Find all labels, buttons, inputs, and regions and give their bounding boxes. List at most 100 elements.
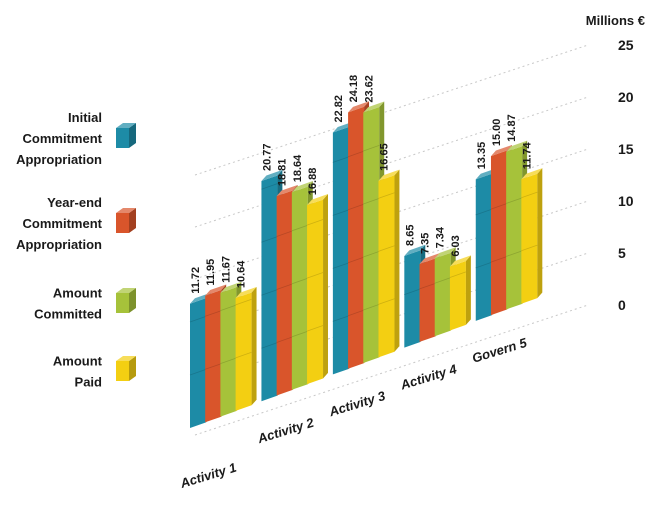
legend-swatch [116, 128, 129, 148]
bar-top [276, 184, 298, 197]
bar-segment [235, 351, 252, 359]
bar-segment [404, 288, 421, 296]
data-label: 14.87 [506, 114, 518, 142]
category-label: Activity 3 [326, 388, 387, 420]
bar-front [220, 287, 237, 417]
bar-front [363, 107, 380, 364]
bar-front [434, 252, 451, 337]
bar-segment [475, 261, 492, 269]
bar-side [323, 194, 328, 379]
bar-segment [306, 219, 324, 226]
y-tick-label: 25 [618, 37, 634, 53]
y-tick-label: 5 [618, 245, 626, 261]
bars: 11.72 11.95 11.67 10.64 20.77 18.81 18.64 16.88… [189, 75, 543, 428]
legend-swatch [116, 293, 129, 313]
legend-label: Amount [53, 286, 103, 301]
bar-segment [363, 251, 380, 258]
bar-front [521, 173, 538, 304]
data-label: 11.95 [205, 259, 217, 286]
data-label: 10.64 [236, 260, 248, 288]
bar-segment [347, 256, 365, 264]
legend-label: Paid [75, 375, 103, 390]
bar-top [490, 144, 512, 157]
bar-segment [490, 203, 508, 210]
data-label: 6.03 [450, 235, 462, 256]
bar-top [434, 247, 456, 259]
legend-label: Initial [68, 110, 102, 125]
bar-top [235, 286, 257, 299]
legend-swatch-top [116, 288, 136, 293]
bar [306, 194, 328, 385]
bar-segment [261, 183, 278, 190]
data-label: 8.65 [404, 225, 416, 246]
bar-top [205, 284, 227, 296]
bar-segment [475, 208, 492, 216]
unit-label: Millions € [586, 13, 645, 28]
data-label: 7.35 [420, 233, 432, 254]
legend-label: Appropriation [16, 152, 102, 167]
bar-segment [205, 310, 222, 317]
bar-side [251, 286, 257, 406]
data-label: 11.67 [220, 256, 232, 283]
data-label: 20.77 [261, 144, 273, 172]
data-label: 18.81 [277, 159, 289, 187]
bar-segment [521, 244, 538, 252]
legend-label: Commitment [23, 131, 103, 146]
bar-front [307, 199, 324, 385]
bar-segment [521, 191, 538, 199]
bar-segment [291, 224, 308, 232]
bar-segment [306, 272, 324, 279]
data-label: 24.18 [348, 75, 360, 103]
legend-swatch-side [129, 123, 136, 148]
bar-front [205, 290, 222, 423]
data-label: 15.00 [491, 119, 503, 147]
legend-label: Amount [53, 354, 103, 369]
bar-top [348, 101, 370, 113]
bar-front [235, 292, 252, 411]
legend-swatch [116, 361, 129, 381]
bar-segment [347, 203, 365, 211]
bar-segment [205, 363, 222, 370]
bar-segment [347, 309, 365, 317]
bar-front [332, 126, 349, 375]
bar-top [449, 255, 471, 267]
grid-line [194, 44, 589, 176]
category-label: Activity 4 [398, 361, 459, 393]
y-axis-ticks: 0 5 10 15 20 25 [618, 37, 634, 313]
bar-side [465, 255, 471, 325]
bar-segment [347, 150, 365, 158]
bar-segment [363, 198, 380, 205]
bar-front [190, 298, 206, 428]
bar-segment [332, 315, 350, 322]
bar-segment [276, 283, 293, 290]
bar-segment [235, 298, 252, 306]
y-tick-label: 20 [618, 89, 634, 105]
bar-segment [419, 282, 436, 290]
data-label: 23.62 [363, 75, 375, 103]
legend-swatch-side [129, 208, 136, 233]
bar-segment [291, 277, 308, 285]
legend-label: Appropriation [16, 237, 102, 252]
bar-segment [220, 304, 237, 311]
bar-segment [261, 289, 278, 296]
bar-segment [332, 156, 350, 163]
bar-top [307, 194, 328, 206]
bar [378, 169, 400, 358]
bar-segment [189, 316, 207, 323]
legend-label: Commitment [23, 216, 103, 231]
y-tick-label: 15 [618, 141, 634, 157]
data-label: 11.72 [190, 267, 202, 294]
data-label: 11.74 [521, 141, 533, 169]
bar-segment [363, 304, 380, 311]
data-label: 16.65 [378, 143, 390, 171]
bar-front [261, 175, 278, 402]
bar-top [363, 101, 385, 113]
data-label: 22.82 [333, 95, 345, 123]
bar-front [276, 190, 293, 396]
bar-front [490, 150, 507, 316]
bar-top [261, 169, 283, 182]
bar-top [506, 140, 528, 152]
bar-segment [332, 209, 350, 216]
bar-segment [276, 230, 293, 237]
